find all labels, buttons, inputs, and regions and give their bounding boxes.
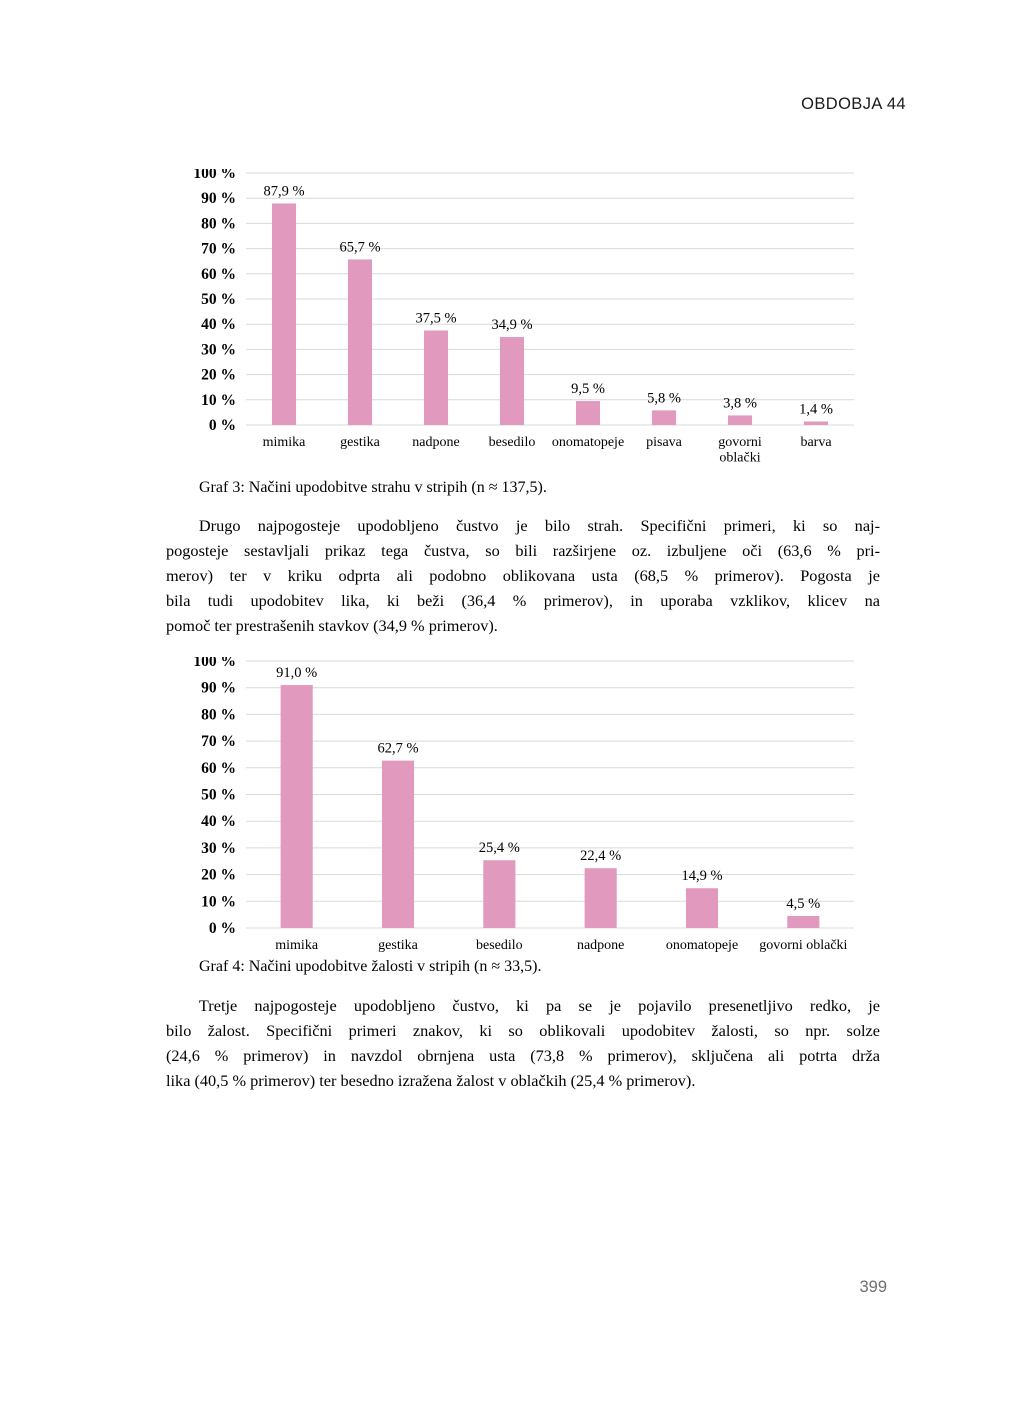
svg-text:30 %: 30 % <box>201 341 236 358</box>
svg-text:barva: barva <box>800 435 832 450</box>
svg-text:gestika: gestika <box>378 938 418 953</box>
svg-text:1,4 %: 1,4 % <box>799 401 833 417</box>
svg-text:10 %: 10 % <box>201 392 236 409</box>
svg-text:govorni: govorni <box>718 435 762 450</box>
svg-text:100 %: 100 % <box>193 169 236 182</box>
svg-text:62,7 %: 62,7 % <box>377 741 418 757</box>
svg-text:pisava: pisava <box>646 435 683 450</box>
svg-text:10 %: 10 % <box>201 893 236 910</box>
svg-text:besedilo: besedilo <box>489 435 536 450</box>
svg-text:50 %: 50 % <box>201 787 236 804</box>
svg-text:mimika: mimika <box>263 435 307 450</box>
svg-text:0 %: 0 % <box>209 920 236 937</box>
svg-text:90 %: 90 % <box>201 190 236 207</box>
svg-text:onomatopeje: onomatopeje <box>552 435 624 450</box>
svg-text:40 %: 40 % <box>201 316 236 333</box>
svg-text:14,9 %: 14,9 % <box>681 868 722 884</box>
svg-text:nadpone: nadpone <box>412 435 459 450</box>
svg-text:80 %: 80 % <box>201 215 236 232</box>
svg-text:oblački: oblački <box>719 451 760 466</box>
svg-text:besedilo: besedilo <box>476 938 523 953</box>
svg-text:87,9 %: 87,9 % <box>263 183 304 199</box>
svg-text:20 %: 20 % <box>201 367 236 384</box>
svg-text:80 %: 80 % <box>201 706 236 723</box>
svg-text:100 %: 100 % <box>193 657 236 670</box>
svg-text:4,5 %: 4,5 % <box>786 896 820 912</box>
svg-text:5,8 %: 5,8 % <box>647 390 681 406</box>
svg-text:gestika: gestika <box>340 435 380 450</box>
svg-text:nadpone: nadpone <box>577 938 624 953</box>
svg-text:91,0 %: 91,0 % <box>276 665 317 681</box>
svg-text:mimika: mimika <box>275 938 319 953</box>
svg-text:3,8 %: 3,8 % <box>723 395 757 411</box>
svg-text:65,7 %: 65,7 % <box>339 239 380 255</box>
svg-text:37,5 %: 37,5 % <box>415 311 456 327</box>
svg-text:60 %: 60 % <box>201 266 236 283</box>
svg-text:60 %: 60 % <box>201 760 236 777</box>
svg-text:22,4 %: 22,4 % <box>580 848 621 864</box>
svg-text:0 %: 0 % <box>209 417 236 434</box>
svg-text:70 %: 70 % <box>201 241 236 258</box>
svg-text:9,5 %: 9,5 % <box>571 381 605 397</box>
svg-text:25,4 %: 25,4 % <box>479 840 520 856</box>
svg-text:70 %: 70 % <box>201 733 236 750</box>
svg-text:govorni oblački: govorni oblački <box>759 938 847 953</box>
svg-text:onomatopeje: onomatopeje <box>666 938 738 953</box>
svg-text:90 %: 90 % <box>201 680 236 697</box>
svg-text:30 %: 30 % <box>201 840 236 857</box>
svg-text:20 %: 20 % <box>201 867 236 884</box>
svg-text:50 %: 50 % <box>201 291 236 308</box>
svg-text:34,9 %: 34,9 % <box>491 317 532 333</box>
svg-text:40 %: 40 % <box>201 813 236 830</box>
